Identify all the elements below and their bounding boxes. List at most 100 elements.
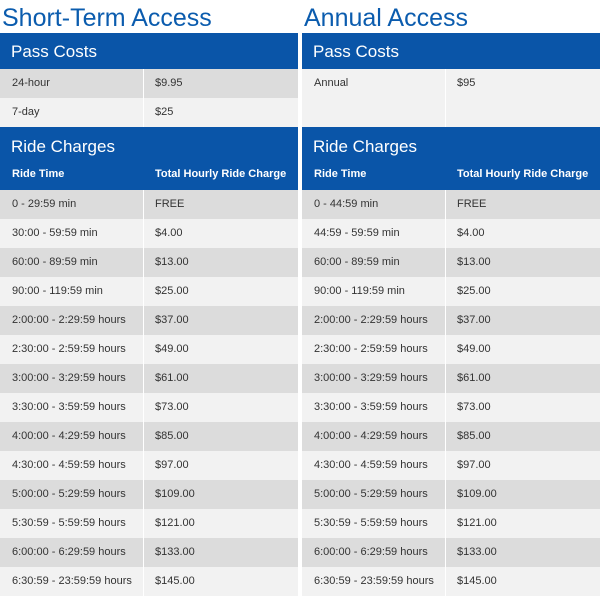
table-row: 2:00:00 - 2:29:59 hours $37.00	[0, 306, 298, 335]
short-term-access-panel: Short-Term Access Pass Costs 24-hour $9.…	[0, 0, 298, 596]
ride-charge-cell: $61.00	[155, 372, 189, 384]
ride-time-cell: 4:00:00 - 4:29:59 hours	[302, 422, 446, 451]
column-header-total-charge: Total Hourly Ride Charge	[457, 168, 589, 180]
ride-charge-cell: $13.00	[457, 256, 491, 268]
ride-charge-cell: $145.00	[155, 575, 195, 587]
ride-time-cell: 90:00 - 119:59 min	[302, 277, 446, 306]
table-row: 4:00:00 - 4:29:59 hours $85.00	[302, 422, 600, 451]
ride-time-cell: 6:00:00 - 6:29:59 hours	[0, 538, 144, 567]
ride-charge-cell: $145.00	[457, 575, 497, 587]
table-row: 6:00:00 - 6:29:59 hours $133.00	[302, 538, 600, 567]
table-row: 3:30:00 - 3:59:59 hours $73.00	[302, 393, 600, 422]
ride-charge-cell: $37.00	[155, 314, 189, 326]
annual-title: Annual Access	[304, 4, 468, 32]
ride-time-cell: 3:30:00 - 3:59:59 hours	[302, 393, 446, 422]
ride-charge-cell: $13.00	[155, 256, 189, 268]
pass-name: 24-hour	[0, 69, 144, 98]
ride-time-cell: 6:00:00 - 6:29:59 hours	[302, 538, 446, 567]
ride-charge-cell: FREE	[457, 198, 487, 210]
table-row: 4:30:00 - 4:59:59 hours $97.00	[302, 451, 600, 480]
table-row: 5:30:59 - 5:59:59 hours $121.00	[0, 509, 298, 538]
table-row: 5:00:00 - 5:29:59 hours $109.00	[302, 480, 600, 509]
ride-time-cell: 3:00:00 - 3:29:59 hours	[0, 364, 144, 393]
ride-charge-cell: FREE	[155, 198, 185, 210]
ride-charge-cell: $97.00	[155, 459, 189, 471]
ride-charge-cell: $85.00	[457, 430, 491, 442]
table-row: 3:00:00 - 3:29:59 hours $61.00	[302, 364, 600, 393]
table-row: 5:30:59 - 5:59:59 hours $121.00	[302, 509, 600, 538]
table-row: 90:00 - 119:59 min $25.00	[0, 277, 298, 306]
ride-time-cell: 2:00:00 - 2:29:59 hours	[302, 306, 446, 335]
pass-row-24-hour: 24-hour $9.95	[0, 69, 298, 98]
column-header-ride-time: Ride Time	[12, 168, 65, 180]
annual-column-headers: Ride Time Total Hourly Ride Charge	[302, 163, 600, 190]
ride-time-cell: 30:00 - 59:59 min	[0, 219, 144, 248]
short-term-pass-costs-table: 24-hour $9.95 7-day $25	[0, 69, 298, 127]
ride-charge-cell: $4.00	[155, 227, 183, 239]
ride-time-cell: 5:30:59 - 5:59:59 hours	[302, 509, 446, 538]
pass-name: Annual	[302, 69, 446, 127]
table-row: 3:00:00 - 3:29:59 hours $61.00	[0, 364, 298, 393]
ride-time-cell: 4:30:00 - 4:59:59 hours	[0, 451, 144, 480]
ride-charge-cell: $97.00	[457, 459, 491, 471]
short-term-ride-charges-table: 0 - 29:59 min FREE 30:00 - 59:59 min $4.00…	[0, 190, 298, 596]
ride-time-cell: 4:00:00 - 4:29:59 hours	[0, 422, 144, 451]
table-row: 2:00:00 - 2:29:59 hours $37.00	[302, 306, 600, 335]
table-row: 6:30:59 - 23:59:59 hours $145.00	[302, 567, 600, 596]
ride-charge-cell: $49.00	[155, 343, 189, 355]
ride-time-cell: 90:00 - 119:59 min	[0, 277, 144, 306]
table-row: 60:00 - 89:59 min $13.00	[0, 248, 298, 277]
table-row: 0 - 29:59 min FREE	[0, 190, 298, 219]
ride-time-cell: 60:00 - 89:59 min	[302, 248, 446, 277]
annual-ride-charges-header: Ride Charges	[302, 127, 600, 163]
table-row: 90:00 - 119:59 min $25.00	[302, 277, 600, 306]
ride-charge-cell: $49.00	[457, 343, 491, 355]
ride-time-cell: 3:30:00 - 3:59:59 hours	[0, 393, 144, 422]
ride-charge-cell: $25.00	[457, 285, 491, 297]
ride-time-cell: 60:00 - 89:59 min	[0, 248, 144, 277]
annual-ride-charges-table: 0 - 44:59 min FREE 44:59 - 59:59 min $4.00…	[302, 190, 600, 596]
ride-time-cell: 4:30:00 - 4:59:59 hours	[302, 451, 446, 480]
short-term-pass-costs-header: Pass Costs	[0, 33, 298, 69]
table-row: 60:00 - 89:59 min $13.00	[302, 248, 600, 277]
table-row: 6:00:00 - 6:29:59 hours $133.00	[0, 538, 298, 567]
ride-time-cell: 2:00:00 - 2:29:59 hours	[0, 306, 144, 335]
ride-charge-cell: $61.00	[457, 372, 491, 384]
ride-charge-cell: $121.00	[155, 517, 195, 529]
ride-charge-cell: $121.00	[457, 517, 497, 529]
ride-charge-cell: $133.00	[155, 546, 195, 558]
ride-time-cell: 2:30:00 - 2:59:59 hours	[302, 335, 446, 364]
pass-price: $9.95	[155, 77, 183, 89]
short-term-column-headers: Ride Time Total Hourly Ride Charge	[0, 163, 298, 190]
ride-charge-cell: $109.00	[457, 488, 497, 500]
ride-time-cell: 2:30:00 - 2:59:59 hours	[0, 335, 144, 364]
pass-row-7-day: 7-day $25	[0, 98, 298, 127]
ride-time-cell: 0 - 44:59 min	[302, 190, 446, 219]
annual-pass-costs-header: Pass Costs	[302, 33, 600, 69]
table-row: 4:00:00 - 4:29:59 hours $85.00	[0, 422, 298, 451]
ride-charge-cell: $25.00	[155, 285, 189, 297]
ride-time-cell: 0 - 29:59 min	[0, 190, 144, 219]
ride-charge-cell: $4.00	[457, 227, 485, 239]
table-row: 3:30:00 - 3:59:59 hours $73.00	[0, 393, 298, 422]
ride-time-cell: 6:30:59 - 23:59:59 hours	[302, 567, 446, 596]
table-row: 44:59 - 59:59 min $4.00	[302, 219, 600, 248]
table-row: 2:30:00 - 2:59:59 hours $49.00	[302, 335, 600, 364]
ride-time-cell: 5:00:00 - 5:29:59 hours	[0, 480, 144, 509]
table-row: 0 - 44:59 min FREE	[302, 190, 600, 219]
pass-price: $25	[155, 106, 174, 118]
table-row: 6:30:59 - 23:59:59 hours $145.00	[0, 567, 298, 596]
table-row: 30:00 - 59:59 min $4.00	[0, 219, 298, 248]
table-row: 4:30:00 - 4:59:59 hours $97.00	[0, 451, 298, 480]
ride-time-cell: 44:59 - 59:59 min	[302, 219, 446, 248]
table-row: 5:00:00 - 5:29:59 hours $109.00	[0, 480, 298, 509]
short-term-title: Short-Term Access	[2, 4, 212, 32]
ride-time-cell: 3:00:00 - 3:29:59 hours	[302, 364, 446, 393]
annual-access-panel: Annual Access Pass Costs Annual $95 Ride…	[302, 0, 600, 596]
ride-charge-cell: $85.00	[155, 430, 189, 442]
column-header-ride-time: Ride Time	[314, 168, 367, 180]
table-row: 2:30:00 - 2:59:59 hours $49.00	[0, 335, 298, 364]
ride-charge-cell: $133.00	[457, 546, 497, 558]
ride-charge-cell: $109.00	[155, 488, 195, 500]
ride-time-cell: 6:30:59 - 23:59:59 hours	[0, 567, 144, 596]
